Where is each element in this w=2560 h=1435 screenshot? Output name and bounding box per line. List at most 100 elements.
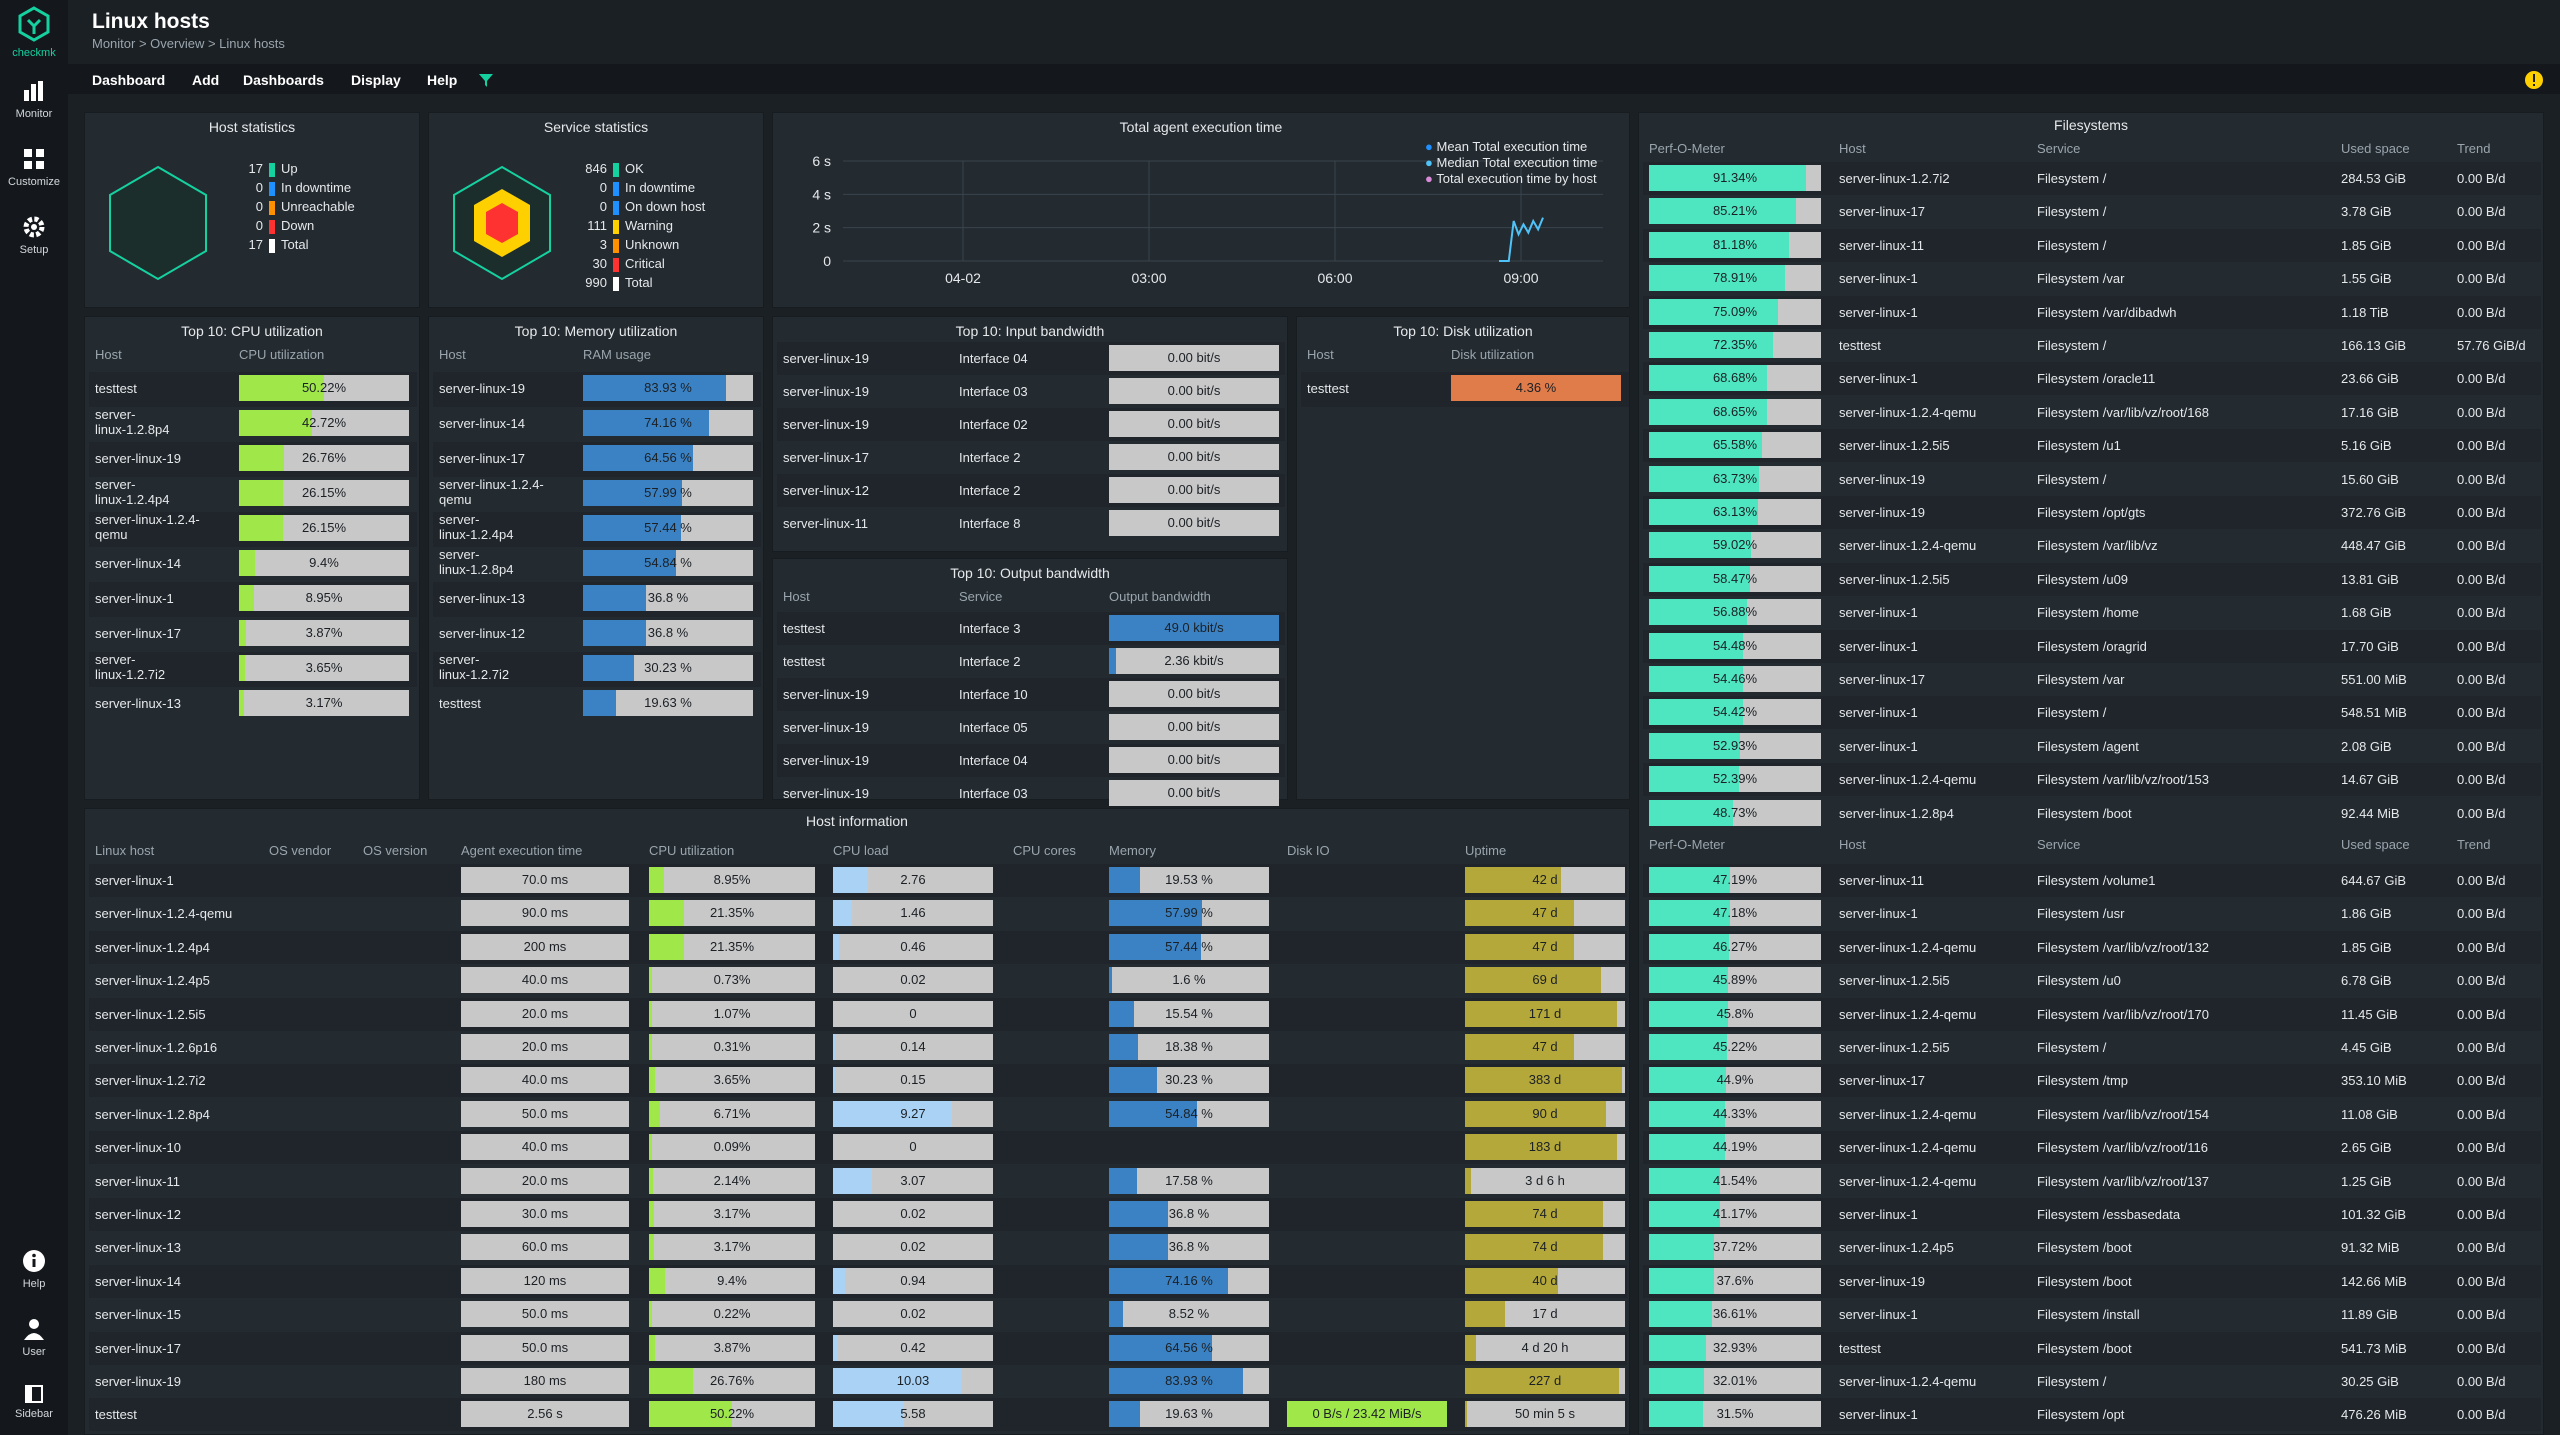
- host-link[interactable]: server-linux-1.2.4-qemu: [1839, 404, 1977, 420]
- host-link[interactable]: server-linux-17: [439, 451, 525, 466]
- cpu-bar[interactable]: 0.09%: [649, 1134, 815, 1161]
- host-link[interactable]: server-linux-19: [95, 1374, 181, 1389]
- col-header-os-vendor[interactable]: OS vendor: [269, 843, 332, 858]
- cpu-bar[interactable]: 50.22%: [649, 1401, 815, 1428]
- col-header-trend[interactable]: Trend: [2457, 141, 2491, 156]
- perf-o-meter[interactable]: 46.27%: [1649, 933, 1821, 960]
- perf-o-meter[interactable]: 54.42%: [1649, 699, 1821, 726]
- agent-time-bar[interactable]: 40.0 ms: [461, 967, 629, 994]
- cpu-bar[interactable]: 1.07%: [649, 1000, 815, 1027]
- cpu-bar[interactable]: 3.87%: [649, 1334, 815, 1361]
- host-link[interactable]: server-linux-13: [95, 1240, 181, 1256]
- cpu-load-bar[interactable]: 0.15: [833, 1067, 993, 1094]
- service-link[interactable]: Filesystem /u09: [2037, 571, 2129, 587]
- service-link[interactable]: Filesystem /: [2037, 237, 2107, 253]
- service-link[interactable]: Filesystem /var/lib/vz/root/137: [2037, 1173, 2209, 1189]
- service-link[interactable]: Interface 3: [959, 621, 1021, 636]
- host-link[interactable]: testtest: [95, 381, 137, 396]
- cpu-load-bar[interactable]: 0: [833, 1000, 993, 1027]
- host-link[interactable]: server-linux-1.2.7i2: [95, 1073, 206, 1089]
- col-header-output-bandwidth[interactable]: Output bandwidth: [1109, 589, 1211, 604]
- perf-o-meter[interactable]: 54.46%: [1649, 666, 1821, 692]
- cpu-load-bar[interactable]: 10.03: [833, 1368, 993, 1394]
- col-header-service[interactable]: Service: [2037, 141, 2081, 156]
- host-link[interactable]: server-linux-1: [1839, 1207, 1918, 1222]
- host-link[interactable]: server-linux-19: [783, 417, 869, 432]
- service-link[interactable]: Filesystem /u1: [2037, 438, 2121, 454]
- agent-time-bar[interactable]: 120 ms: [461, 1267, 629, 1294]
- service-link[interactable]: Filesystem /u0: [2037, 973, 2121, 989]
- perf-o-meter[interactable]: 58.47%: [1649, 565, 1821, 592]
- service-hexagon-icon[interactable]: [447, 163, 557, 283]
- perf-o-meter[interactable]: 54.48%: [1649, 632, 1821, 659]
- service-link[interactable]: Filesystem /var/lib/vz/root/116: [2037, 1140, 2208, 1156]
- col-header-host[interactable]: Host: [439, 347, 466, 362]
- host-link[interactable]: server-linux-19: [1839, 1273, 1925, 1289]
- service-link[interactable]: Interface 04: [959, 351, 1028, 366]
- legend-row[interactable]: 0 On down host: [569, 199, 705, 215]
- sidebar-item-user[interactable]: User: [0, 1316, 68, 1358]
- filter-icon[interactable]: [478, 72, 494, 88]
- memory-bar[interactable]: 83.93 %: [1109, 1368, 1269, 1394]
- agent-time-bar[interactable]: 70.0 ms: [461, 867, 629, 893]
- bandwidth-bar[interactable]: 0.00 bit/s: [1109, 714, 1279, 740]
- cpu-bar[interactable]: 9.4%: [649, 1267, 815, 1294]
- service-link[interactable]: Filesystem /agent: [2037, 738, 2139, 754]
- host-link[interactable]: testtest: [1307, 381, 1349, 396]
- cpu-load-bar[interactable]: 3.07: [833, 1167, 993, 1194]
- service-link[interactable]: Interface 2: [959, 483, 1021, 498]
- agent-time-bar[interactable]: 20.0 ms: [461, 1034, 629, 1060]
- perf-o-meter[interactable]: 65.58%: [1649, 432, 1821, 459]
- perf-o-meter[interactable]: 44.19%: [1649, 1134, 1821, 1161]
- host-link[interactable]: server-linux-1.2.5i5: [95, 1006, 206, 1022]
- menu-display[interactable]: Display: [351, 72, 401, 88]
- col-header-host[interactable]: Host: [1839, 837, 1866, 852]
- host-link[interactable]: server-linux-1: [1839, 738, 1918, 754]
- memory-bar[interactable]: 57.99 %: [1109, 900, 1269, 927]
- col-header-cpu-utilization[interactable]: CPU utilization: [649, 843, 735, 858]
- service-link[interactable]: Filesystem /var: [2037, 672, 2125, 687]
- host-link[interactable]: server-linux-1: [1839, 1407, 1918, 1423]
- host-link[interactable]: server-linux-12: [439, 626, 525, 641]
- uptime-bar[interactable]: 47 d: [1465, 900, 1625, 927]
- memory-bar[interactable]: 54.84 %: [1109, 1100, 1269, 1127]
- bandwidth-bar[interactable]: 49.0 kbit/s: [1109, 615, 1279, 641]
- service-link[interactable]: Filesystem /var/lib/vz/root/170: [2037, 1006, 2209, 1022]
- cpu-bar[interactable]: 3.65%: [649, 1067, 815, 1094]
- legend-row[interactable]: 0 Down: [225, 218, 314, 234]
- series-line-total-execution-time[interactable]: [1499, 217, 1544, 262]
- col-header-host[interactable]: Host: [95, 347, 122, 362]
- legend-row[interactable]: 846 OK: [569, 161, 644, 177]
- perf-o-meter[interactable]: 45.8%: [1649, 1000, 1821, 1027]
- host-link[interactable]: testtest: [783, 621, 825, 636]
- bandwidth-bar[interactable]: 2.36 kbit/s: [1109, 648, 1279, 674]
- host-link[interactable]: testtest: [439, 696, 481, 711]
- cpu-load-bar[interactable]: 0.02: [833, 1234, 993, 1261]
- mem-top-bar[interactable]: 64.56 %: [583, 445, 753, 471]
- warning-icon[interactable]: [2524, 70, 2544, 90]
- perf-o-meter[interactable]: 32.93%: [1649, 1334, 1821, 1361]
- cpu-bar[interactable]: 3.17%: [649, 1234, 815, 1261]
- sidebar-item-help[interactable]: Help: [0, 1248, 68, 1290]
- host-link[interactable]: server-linux-1.2.4-qemu: [1839, 939, 1977, 955]
- service-link[interactable]: Filesystem /: [2037, 1040, 2107, 1055]
- service-link[interactable]: Filesystem /var: [2037, 271, 2125, 287]
- host-link[interactable]: server-linux-19: [783, 384, 869, 399]
- service-link[interactable]: Filesystem /boot: [2037, 1273, 2132, 1289]
- legend-row[interactable]: 17 Total: [225, 237, 308, 253]
- bandwidth-bar[interactable]: 0.00 bit/s: [1109, 345, 1279, 371]
- col-header-used-space[interactable]: Used space: [2341, 837, 2410, 852]
- host-link[interactable]: server-linux-1: [1839, 271, 1918, 287]
- host-link[interactable]: server-linux-1: [1839, 605, 1918, 621]
- cpu-load-bar[interactable]: 5.58: [833, 1401, 993, 1428]
- service-link[interactable]: Filesystem /: [2037, 171, 2107, 186]
- host-link[interactable]: testtest: [783, 654, 825, 669]
- bandwidth-bar[interactable]: 0.00 bit/s: [1109, 747, 1279, 773]
- disk-top-bar[interactable]: 4.36 %: [1451, 375, 1621, 401]
- perf-o-meter[interactable]: 78.91%: [1649, 265, 1821, 292]
- perf-o-meter[interactable]: 45.89%: [1649, 967, 1821, 994]
- cpu-bar[interactable]: 21.35%: [649, 933, 815, 960]
- uptime-bar[interactable]: 90 d: [1465, 1100, 1625, 1127]
- legend-row[interactable]: 111 Warning: [569, 218, 673, 234]
- host-link[interactable]: server-linux-11: [95, 1173, 181, 1189]
